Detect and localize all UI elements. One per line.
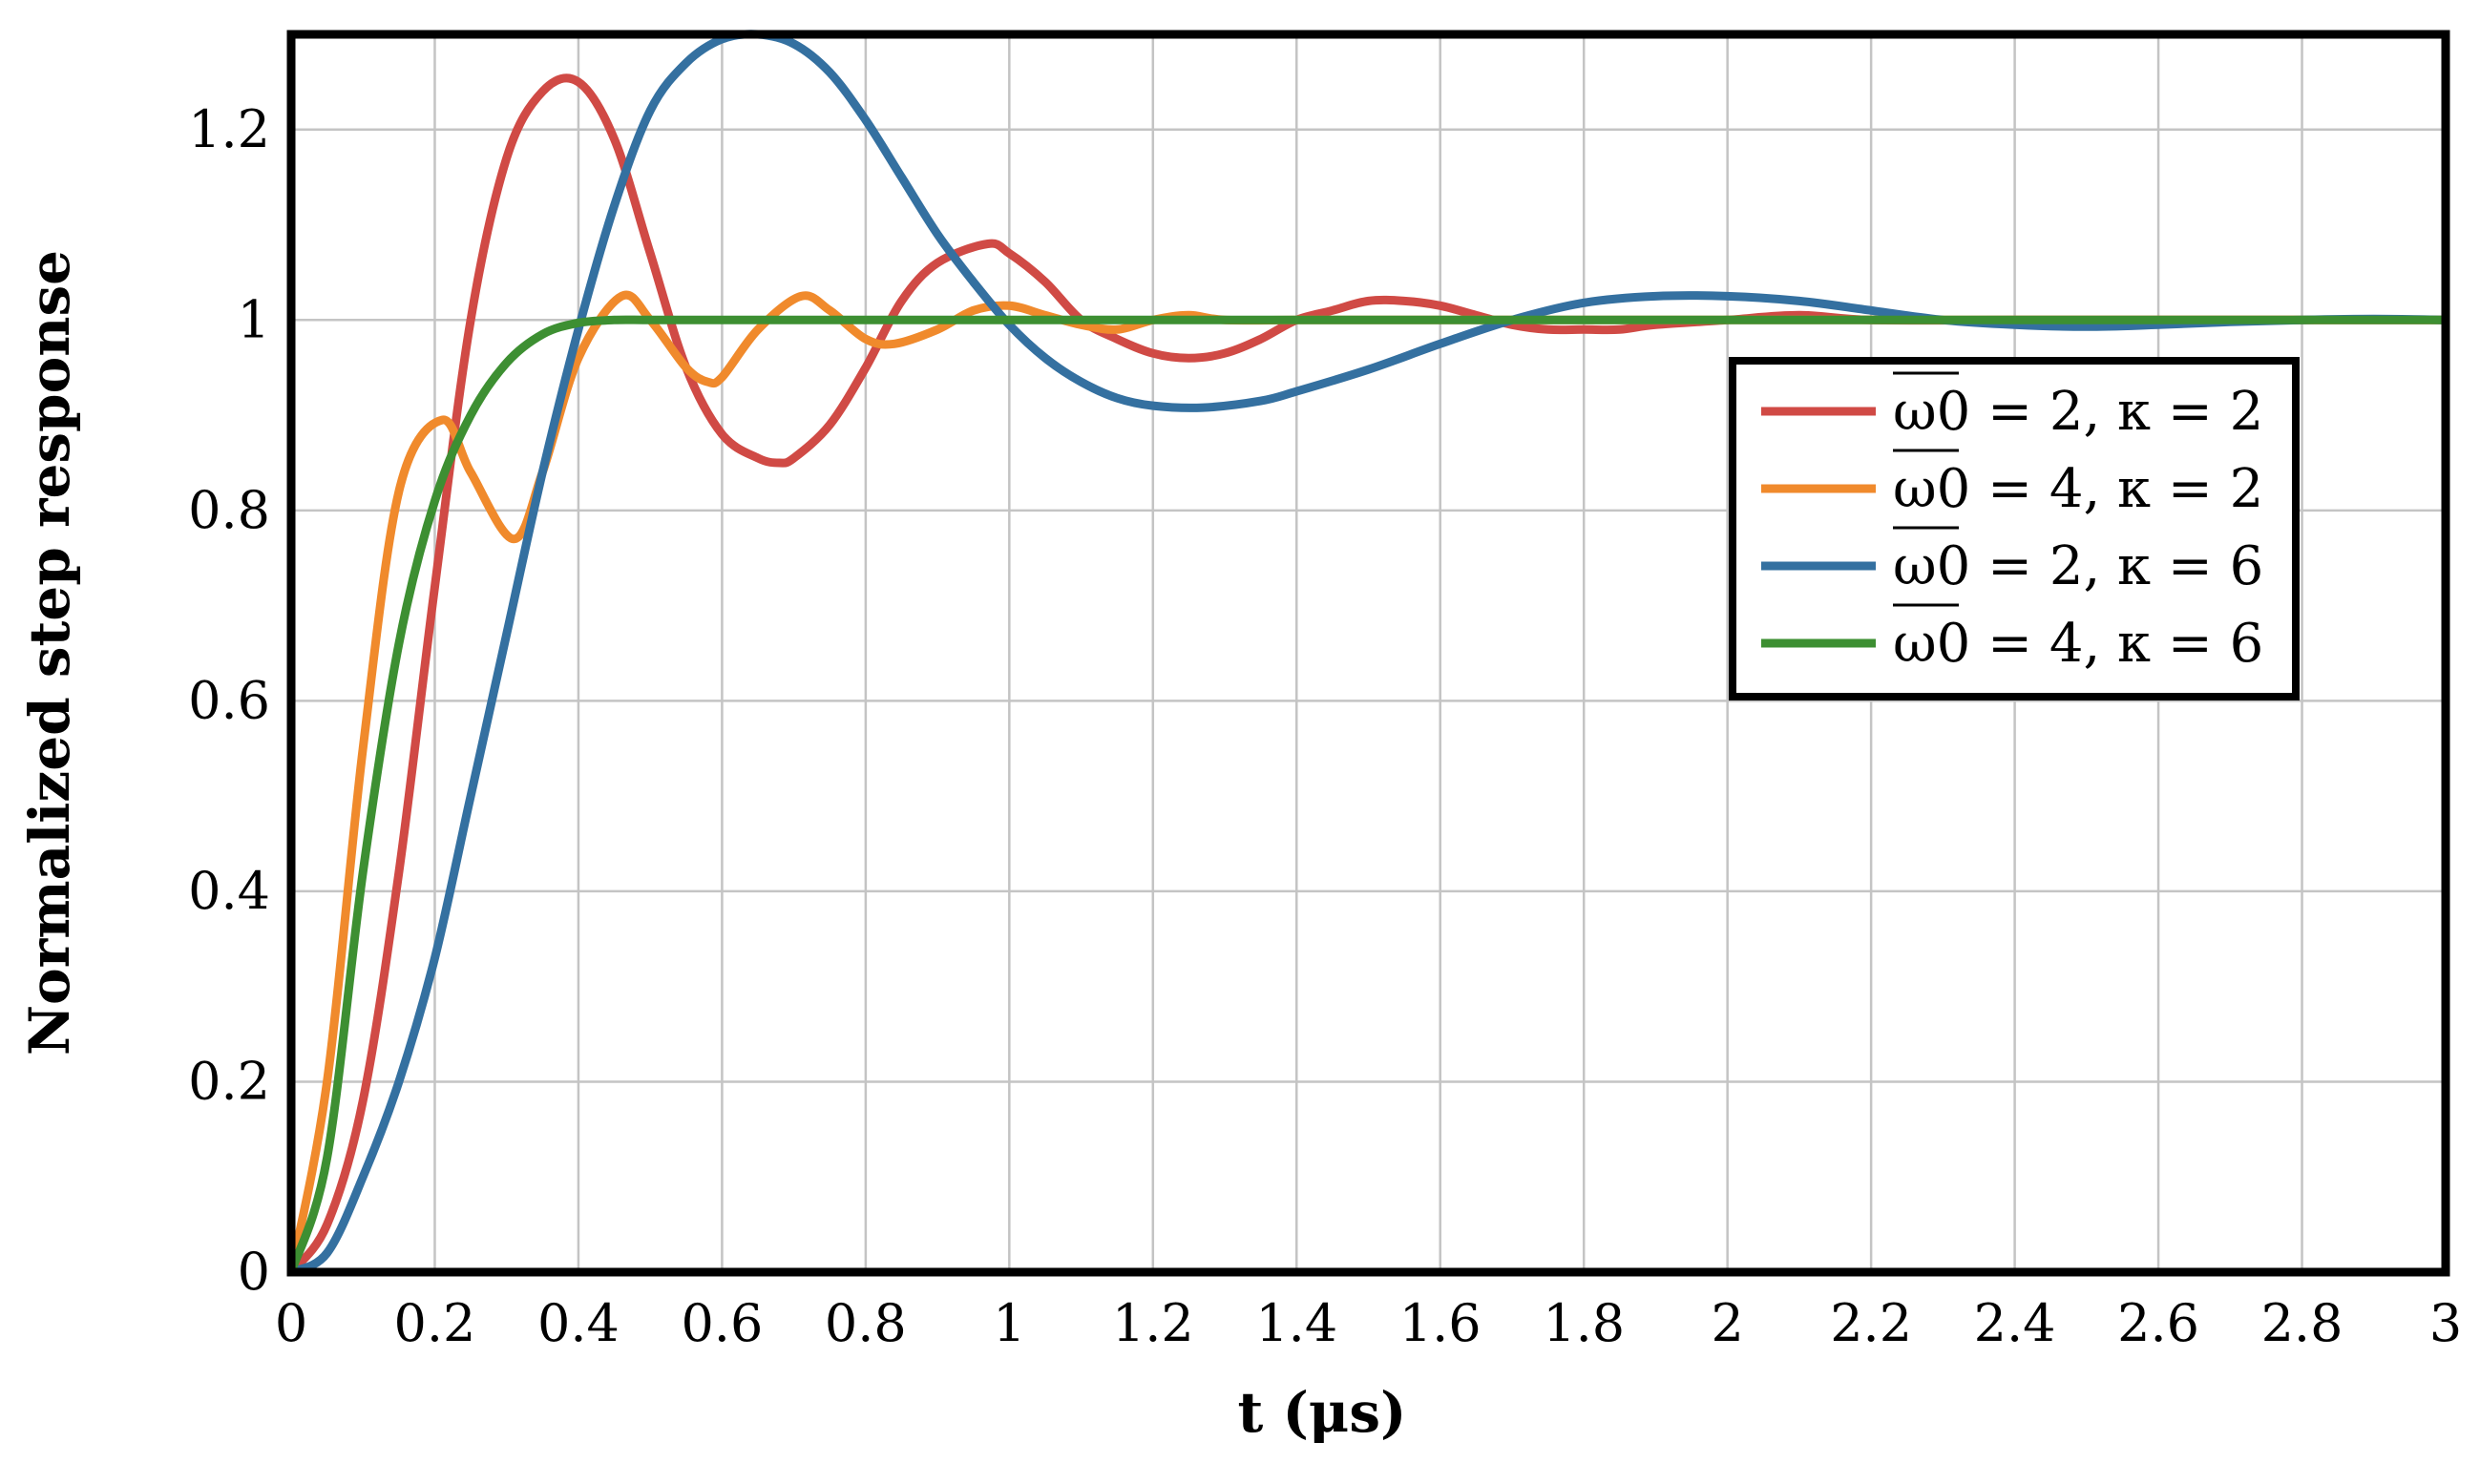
plot-frame [286,30,2450,1277]
y-tick-label: 1 [238,289,270,349]
x-tick-label: 1.8 [1543,1293,1625,1353]
legend-label: ω0 = 4, κ = 6 [1893,613,2263,675]
series-lines [286,30,2450,1277]
y-tick-label: 0.4 [188,861,270,921]
x-tick-label: 2.8 [2261,1293,2343,1353]
x-tick-label: 3 [2429,1293,2462,1353]
legend: ω0 = 2, κ = 2 ω0 = 4, κ = 2 ω0 = 2, κ = 6 ω… [1729,357,2300,700]
x-tick-label: 0.6 [681,1293,763,1353]
y-tick-labels: 0 0.2 0.4 0.6 0.8 1 1.2 [188,99,270,1302]
series-line-4 [286,315,2450,1277]
y-tick-label: 0.2 [188,1051,270,1111]
x-tick-label: 2 [1711,1293,1743,1353]
x-tick-label: 0.4 [537,1293,620,1353]
x-tick-labels: 0 0.2 0.4 0.6 0.8 1 1.2 1.4 1.6 1.8 2 2.2 2.4 2.6 2.8 3 [275,1293,2462,1353]
y-tick-label: 0.6 [188,670,270,730]
x-tick-label: 0.8 [825,1293,907,1353]
x-tick-label: 1 [993,1293,1025,1353]
legend-label: ω0 = 2, κ = 6 [1893,535,2263,597]
x-tick-label: 2.4 [1974,1293,2056,1353]
x-tick-label: 1.6 [1399,1293,1482,1353]
legend-label: ω0 = 2, κ = 2 [1893,381,2263,443]
x-tick-label: 2.6 [2117,1293,2199,1353]
y-tick-label: 1.2 [188,99,270,159]
x-tick-label: 0 [275,1293,307,1353]
x-tick-label: 2.2 [1830,1293,1912,1353]
y-axis-title: Normalized step response [17,250,82,1056]
x-tick-label: 0.2 [394,1293,476,1353]
x-tick-label: 1.4 [1255,1293,1337,1353]
y-tick-label: 0 [238,1242,270,1302]
y-tick-label: 0.8 [188,480,270,540]
x-tick-label: 1.2 [1112,1293,1194,1353]
legend-label: ω0 = 4, κ = 2 [1893,458,2263,520]
x-axis-title: t (μs) [1238,1380,1407,1445]
